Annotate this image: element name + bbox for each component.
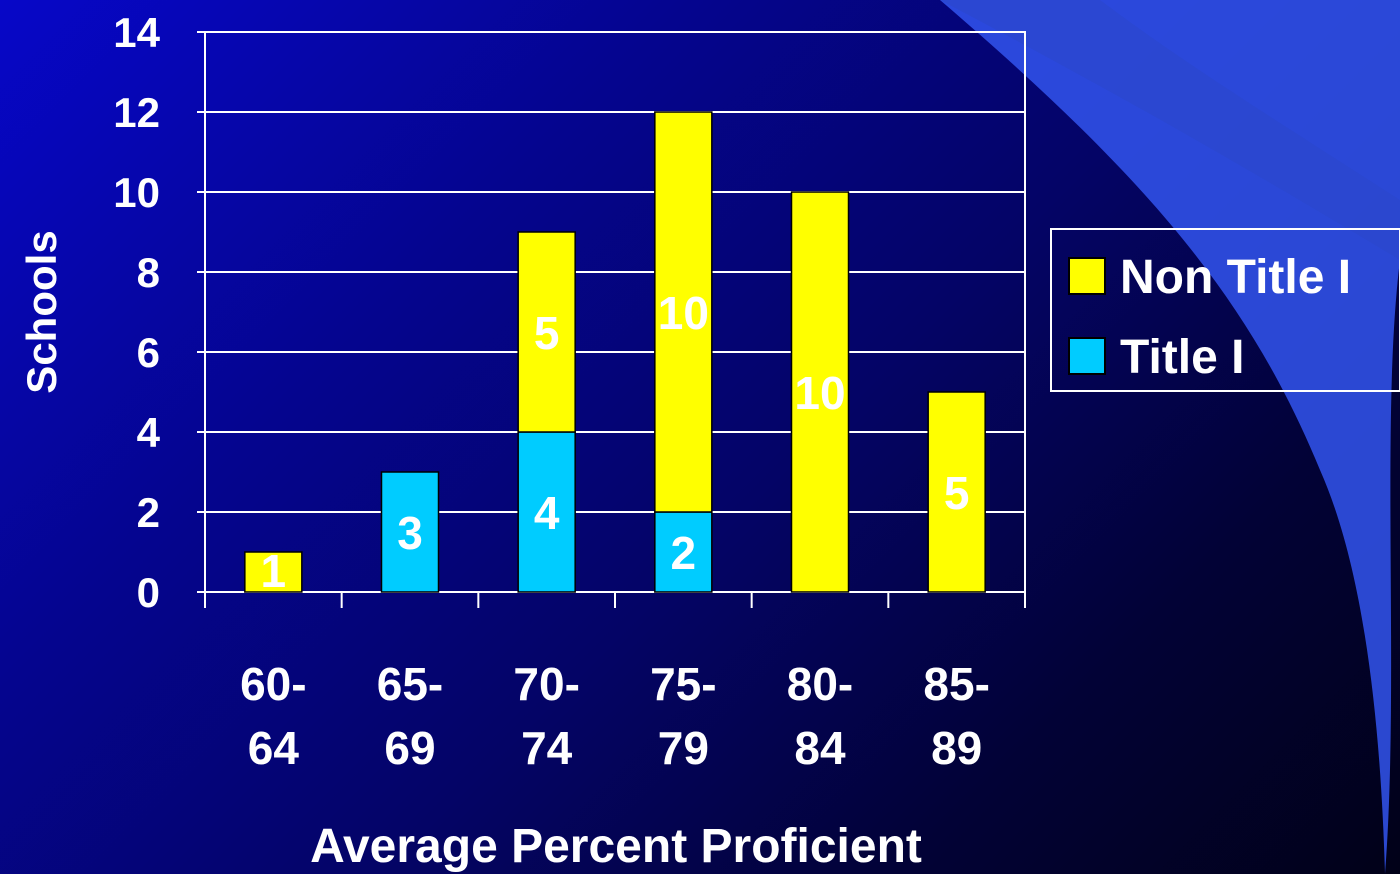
data-label-title-i: 2: [671, 527, 697, 579]
y-tick-label: 2: [137, 489, 160, 536]
y-tick-label: 6: [137, 329, 160, 376]
bar-non-title-i: [790, 191, 850, 593]
y-tick-label: 0: [137, 569, 160, 616]
x-tick-label: 70-74: [513, 658, 579, 774]
y-tick-label: 8: [137, 249, 160, 296]
x-tick-label-line: 70-: [513, 658, 579, 710]
x-tick-label-line: 85-: [923, 658, 989, 710]
legend-swatch-title-i: [1068, 337, 1106, 375]
y-tick-label: 4: [137, 409, 161, 456]
bar-non-title-i: [244, 551, 303, 593]
x-tick-label-line: 64: [248, 722, 300, 774]
x-tick-label-line: 80-: [787, 658, 853, 710]
x-tick-label-line: 75-: [650, 658, 716, 710]
bar-non-title-i: [517, 231, 576, 433]
data-label-non-title-i: 5: [944, 467, 970, 519]
y-tick-label: 14: [113, 9, 160, 56]
x-tick-label: 60-64: [240, 658, 306, 774]
x-tick-label-line: 79: [658, 722, 709, 774]
x-tick-label-line: 65-: [377, 658, 443, 710]
x-tick-label-line: 74: [521, 722, 573, 774]
legend-label-title-i: Title I: [1120, 331, 1244, 384]
decorative-swoosh-shade: [940, 0, 1400, 260]
axes: [197, 31, 1026, 608]
plot-area: [204, 31, 1026, 593]
x-tick-label: 80-84: [787, 658, 853, 774]
legend: Non Title I Title I: [1050, 228, 1400, 392]
x-tick-label-line: 69: [384, 722, 435, 774]
legend-label-non-title-i: Non Title I: [1120, 251, 1351, 304]
legend-box: [1050, 228, 1400, 392]
x-tick-label: 75-79: [650, 658, 716, 774]
data-label-non-title-i: 10: [794, 367, 845, 419]
x-tick-label-line: 84: [794, 722, 846, 774]
gridlines: [205, 111, 1025, 513]
data-label-title-i: 4: [534, 487, 560, 539]
bars: [244, 111, 986, 593]
x-axis-title: Average Percent Proficient: [310, 820, 922, 873]
x-tick-label: 85-89: [923, 658, 989, 774]
data-labels: 1 3 4 5 2 10 10 5: [261, 287, 970, 597]
y-axis-title: Schools: [18, 230, 65, 393]
data-label-non-title-i: 5: [534, 307, 560, 359]
y-tick-label: 12: [113, 89, 160, 136]
data-label-non-title-i: 1: [261, 545, 287, 597]
data-label-title-i: 3: [397, 507, 423, 559]
legend-swatch-non-title-i: [1068, 257, 1106, 295]
bar-non-title-i: [654, 111, 713, 513]
decorative-swoosh: [940, 0, 1400, 874]
y-tick-labels: 0 2 4 6 8 10 12 14: [113, 9, 160, 616]
x-tick-label: 65-69: [377, 658, 443, 774]
bar-non-title-i: [927, 391, 986, 593]
data-label-non-title-i: 10: [658, 287, 709, 339]
bar-title-i: [380, 471, 440, 593]
x-tick-label-line: 60-: [240, 658, 306, 710]
y-tick-label: 10: [113, 169, 160, 216]
x-tick-label-line: 89: [931, 722, 982, 774]
